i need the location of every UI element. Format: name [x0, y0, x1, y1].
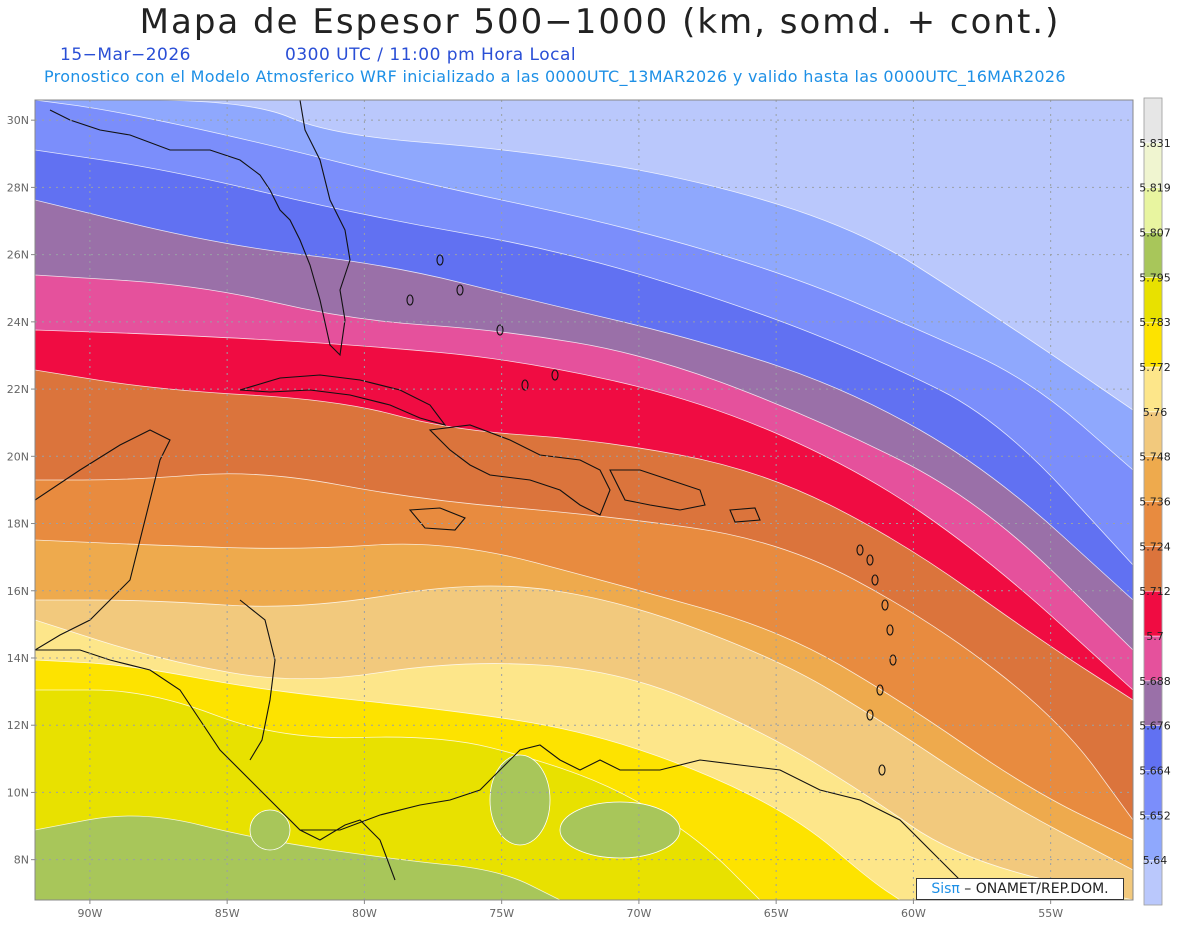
thickness-band — [249, 809, 291, 851]
legend-label: 5.676 — [1139, 720, 1171, 733]
coastline — [428, 424, 611, 516]
lon-tick-label: 80W — [352, 907, 377, 920]
legend-label: 5.64 — [1143, 854, 1168, 867]
island — [876, 684, 884, 696]
legend-label: 5.652 — [1139, 809, 1171, 822]
island — [866, 554, 874, 566]
island — [496, 324, 504, 336]
time-label: 0300 UTC / 11:00 pm Hora Local — [285, 45, 577, 65]
legend-label: 5.783 — [1139, 316, 1171, 329]
map-title: Mapa de Espesor 500−1000 (km, somd. + co… — [139, 2, 1061, 42]
lon-tick-label: 85W — [215, 907, 240, 920]
legend-label: 5.712 — [1139, 585, 1171, 598]
legend-label: 5.831 — [1139, 137, 1171, 150]
coastline — [239, 374, 447, 426]
lon-tick-label: 70W — [626, 907, 651, 920]
legend-label: 5.807 — [1139, 227, 1171, 240]
lat-tick-label: 16N — [7, 585, 29, 598]
island — [886, 624, 894, 636]
coastline — [609, 469, 706, 511]
forecast-label: Pronostico con el Modelo Atmosferico WRF… — [44, 67, 1066, 86]
date-label: 15−Mar−2026 — [60, 45, 191, 65]
legend-label: 5.736 — [1139, 496, 1171, 509]
thickness-band — [35, 815, 1133, 900]
legend-label: 5.795 — [1139, 271, 1171, 284]
legend-label: 5.819 — [1139, 182, 1171, 195]
coastline — [300, 744, 991, 900]
legend-frame — [1143, 97, 1163, 906]
coastline — [49, 100, 351, 357]
lat-tick-label: 14N — [7, 652, 29, 665]
island — [521, 379, 529, 391]
credit-sis: Sisπ — [931, 881, 960, 897]
island — [551, 369, 559, 381]
island — [889, 654, 897, 666]
island — [871, 574, 879, 586]
map-frame — [34, 99, 1134, 901]
thickness-band — [559, 801, 681, 859]
legend-label: 5.688 — [1139, 675, 1171, 688]
island — [456, 284, 464, 296]
coastline — [35, 649, 396, 881]
lat-tick-label: 8N — [14, 854, 29, 867]
island — [436, 254, 444, 266]
lat-tick-label: 24N — [7, 316, 29, 329]
island — [878, 764, 886, 776]
island — [881, 599, 889, 611]
legend-label: 5.664 — [1139, 765, 1171, 778]
lat-tick-label: 26N — [7, 249, 29, 262]
island — [866, 709, 874, 721]
credit-text: – ONAMET/REP.DOM. — [959, 881, 1109, 897]
lat-tick-label: 12N — [7, 719, 29, 732]
lat-tick-label: 28N — [7, 181, 29, 194]
lon-tick-label: 55W — [1038, 907, 1063, 920]
lon-tick-label: 65W — [764, 907, 789, 920]
island — [856, 544, 864, 556]
coastline — [408, 507, 466, 531]
legend-label: 5.724 — [1139, 540, 1171, 553]
legend-label: 5.748 — [1139, 451, 1171, 464]
lat-tick-label: 30N — [7, 114, 29, 127]
lat-tick-label: 18N — [7, 518, 29, 531]
credit-box: Sisπ – ONAMET/REP.DOM. — [916, 878, 1124, 900]
lon-tick-label: 60W — [901, 907, 926, 920]
lon-tick-label: 90W — [77, 907, 102, 920]
thickness-band — [489, 754, 551, 846]
coastline — [729, 507, 761, 523]
legend-label: 5.772 — [1139, 361, 1171, 374]
lat-tick-label: 10N — [7, 786, 29, 799]
legend-label: 5.76 — [1143, 406, 1168, 419]
lon-tick-label: 75W — [489, 907, 514, 920]
lat-tick-label: 22N — [7, 383, 29, 396]
coastline — [239, 599, 276, 761]
lat-tick-label: 20N — [7, 450, 29, 463]
legend-label: 5.7 — [1146, 630, 1164, 643]
island — [406, 294, 414, 306]
